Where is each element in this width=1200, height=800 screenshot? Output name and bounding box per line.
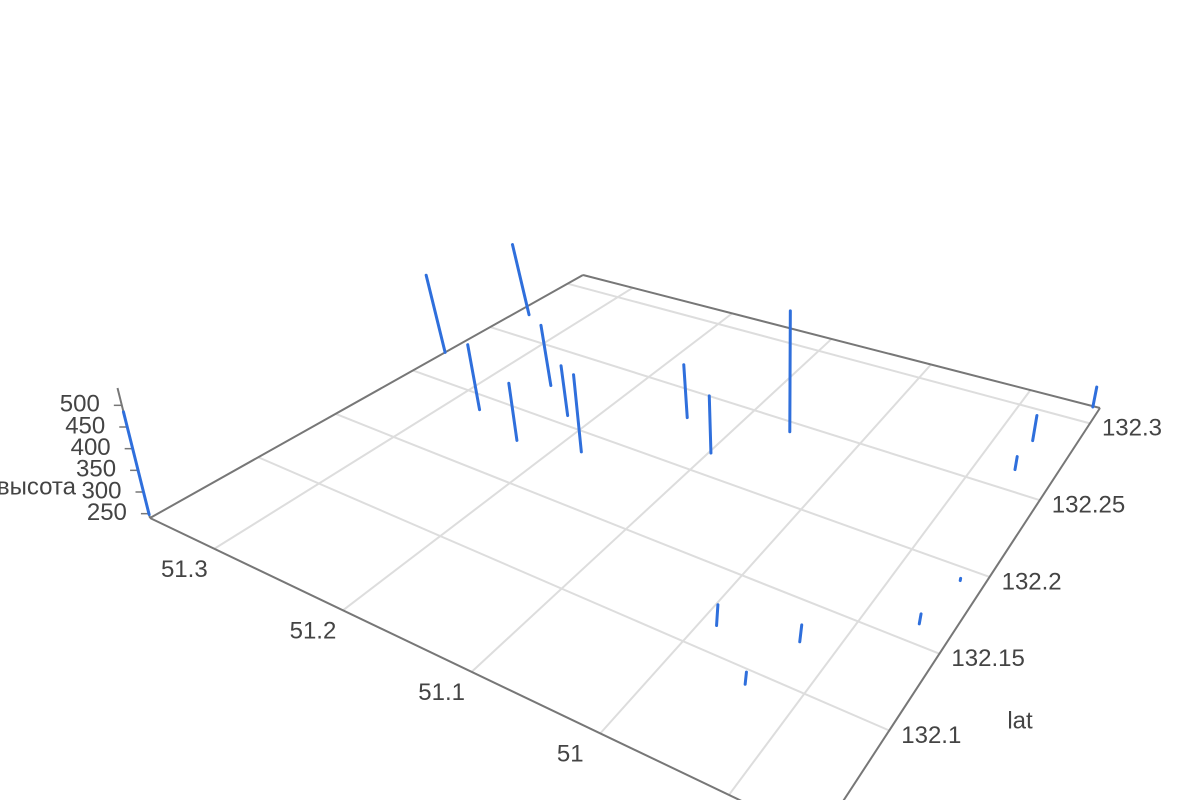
data-line	[507, 381, 519, 442]
data-line	[917, 612, 923, 626]
x-tick-label: 51.2	[290, 618, 337, 645]
data-line	[798, 623, 804, 644]
x-tick-label: 51	[557, 741, 584, 768]
grid-line	[335, 412, 940, 655]
data-line	[707, 394, 713, 455]
data-line	[1013, 455, 1019, 472]
axis-line	[582, 274, 1101, 409]
data-line	[1091, 385, 1099, 409]
data-line	[743, 670, 748, 686]
grid-line	[728, 389, 1032, 796]
y-tick-label: 132.1	[901, 722, 961, 749]
y-tick-label: 132.25	[1052, 491, 1125, 518]
z-tick-label: 500	[60, 391, 100, 418]
z-axis-title: высота	[0, 473, 77, 500]
grid-line	[489, 326, 1041, 502]
grid-line	[342, 312, 733, 612]
axis-line	[842, 407, 1101, 800]
data-line	[682, 363, 689, 420]
data-line	[539, 323, 553, 388]
axis-line	[149, 274, 584, 519]
x-tick-label: 51.1	[418, 679, 465, 706]
data-line	[559, 364, 570, 418]
grid-line	[567, 282, 1091, 425]
x-tick-label: 51.3	[161, 556, 208, 583]
z-tick-label: 450	[65, 412, 105, 439]
data-line	[510, 243, 531, 317]
data-line	[121, 410, 151, 517]
data-line	[715, 603, 720, 627]
data-line	[1031, 413, 1039, 443]
data-line	[788, 309, 792, 434]
z-tick-label: 250	[87, 499, 127, 526]
grid-line	[412, 369, 990, 578]
data-line	[424, 273, 447, 354]
grid-line	[470, 338, 833, 673]
z-tick-label: 400	[71, 434, 111, 461]
grid-line	[213, 286, 634, 550]
y-tick-label: 132.15	[951, 645, 1024, 672]
y-axis-title: lat	[1007, 707, 1033, 734]
grid-line	[257, 456, 890, 732]
y-tick-label: 132.3	[1102, 415, 1162, 442]
axis-line	[149, 517, 742, 800]
y-tick-label: 132.2	[1002, 568, 1062, 595]
grid-line	[599, 363, 932, 735]
z-tick-label: 300	[81, 477, 121, 504]
data-line	[466, 343, 482, 412]
data-line	[572, 373, 583, 454]
z-tick-label: 350	[76, 456, 116, 483]
